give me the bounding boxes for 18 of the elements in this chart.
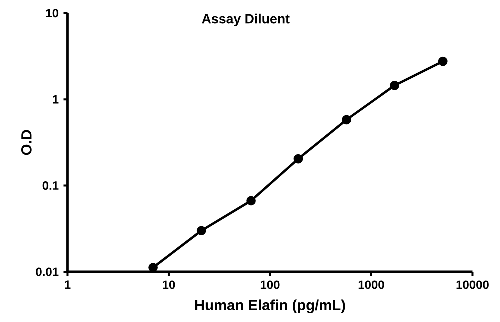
y-tick-label: 1 <box>53 95 59 104</box>
y-axis-title: O.D <box>21 130 32 156</box>
chart-title: Assay Diluent <box>202 14 290 26</box>
x-tick-label: 10 <box>163 280 176 290</box>
y-tick-label: 0.01 <box>36 268 59 276</box>
point <box>246 196 256 206</box>
point <box>390 80 400 90</box>
y-tick-label: 0.1 <box>42 182 59 190</box>
x-tick-label: 1000 <box>358 280 384 290</box>
y-tick-label: 10 <box>46 9 59 18</box>
point <box>196 226 206 236</box>
point <box>438 56 448 66</box>
x-tick-label: 1 <box>65 280 71 289</box>
x-axis-title: Human Elafin (pg/mL) <box>195 300 346 314</box>
x-tick-label: 10000 <box>456 280 489 290</box>
point <box>342 115 352 125</box>
x-tick-label: 100 <box>260 280 280 290</box>
point <box>294 154 304 164</box>
